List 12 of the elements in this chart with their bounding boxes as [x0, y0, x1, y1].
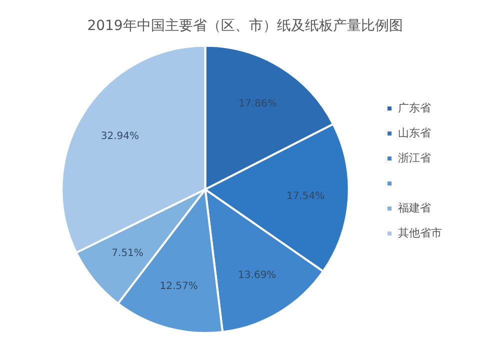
legend-label: 其他省市 [398, 226, 442, 240]
legend-label: 浙江省 [398, 151, 431, 164]
data-label: 32.94% [100, 130, 140, 142]
data-label: 12.57% [160, 280, 198, 292]
legend-label: 福建省 [398, 201, 431, 214]
data-label: 17.54% [286, 190, 325, 202]
data-label: 7.51% [112, 248, 144, 259]
data-label: 17.86% [238, 98, 277, 110]
data-label: 13.69% [238, 270, 276, 282]
legend-label: 山东省 [398, 126, 431, 140]
legend-label: 广东省 [398, 101, 431, 114]
chart-title: 2019年中国主要省（区、市）纸及纸板产量比例图 [87, 18, 403, 34]
